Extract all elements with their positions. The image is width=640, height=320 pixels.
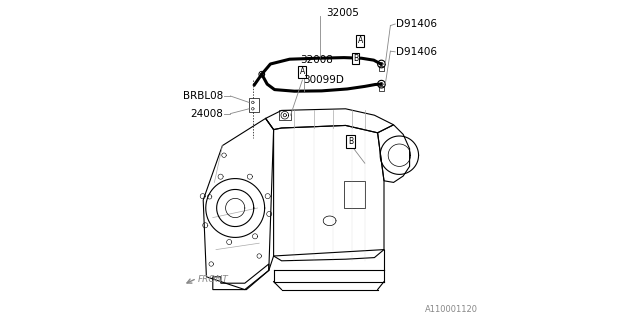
Text: 32005: 32005 xyxy=(326,8,359,19)
Text: B: B xyxy=(348,137,353,146)
Text: A: A xyxy=(300,67,305,76)
Text: A110001120: A110001120 xyxy=(426,305,479,314)
Text: D91406: D91406 xyxy=(396,47,437,57)
Bar xyxy=(344,181,365,208)
Text: BRBL08: BRBL08 xyxy=(183,91,223,101)
Text: 24008: 24008 xyxy=(191,108,223,119)
Text: D91406: D91406 xyxy=(396,19,437,29)
Bar xyxy=(379,86,384,91)
Text: 30099D: 30099D xyxy=(303,75,344,85)
Text: FRONT: FRONT xyxy=(198,275,228,284)
Text: A: A xyxy=(358,36,363,45)
Bar xyxy=(379,66,384,71)
Bar xyxy=(249,98,259,112)
Text: 32008: 32008 xyxy=(300,55,333,65)
Text: B: B xyxy=(353,54,358,63)
